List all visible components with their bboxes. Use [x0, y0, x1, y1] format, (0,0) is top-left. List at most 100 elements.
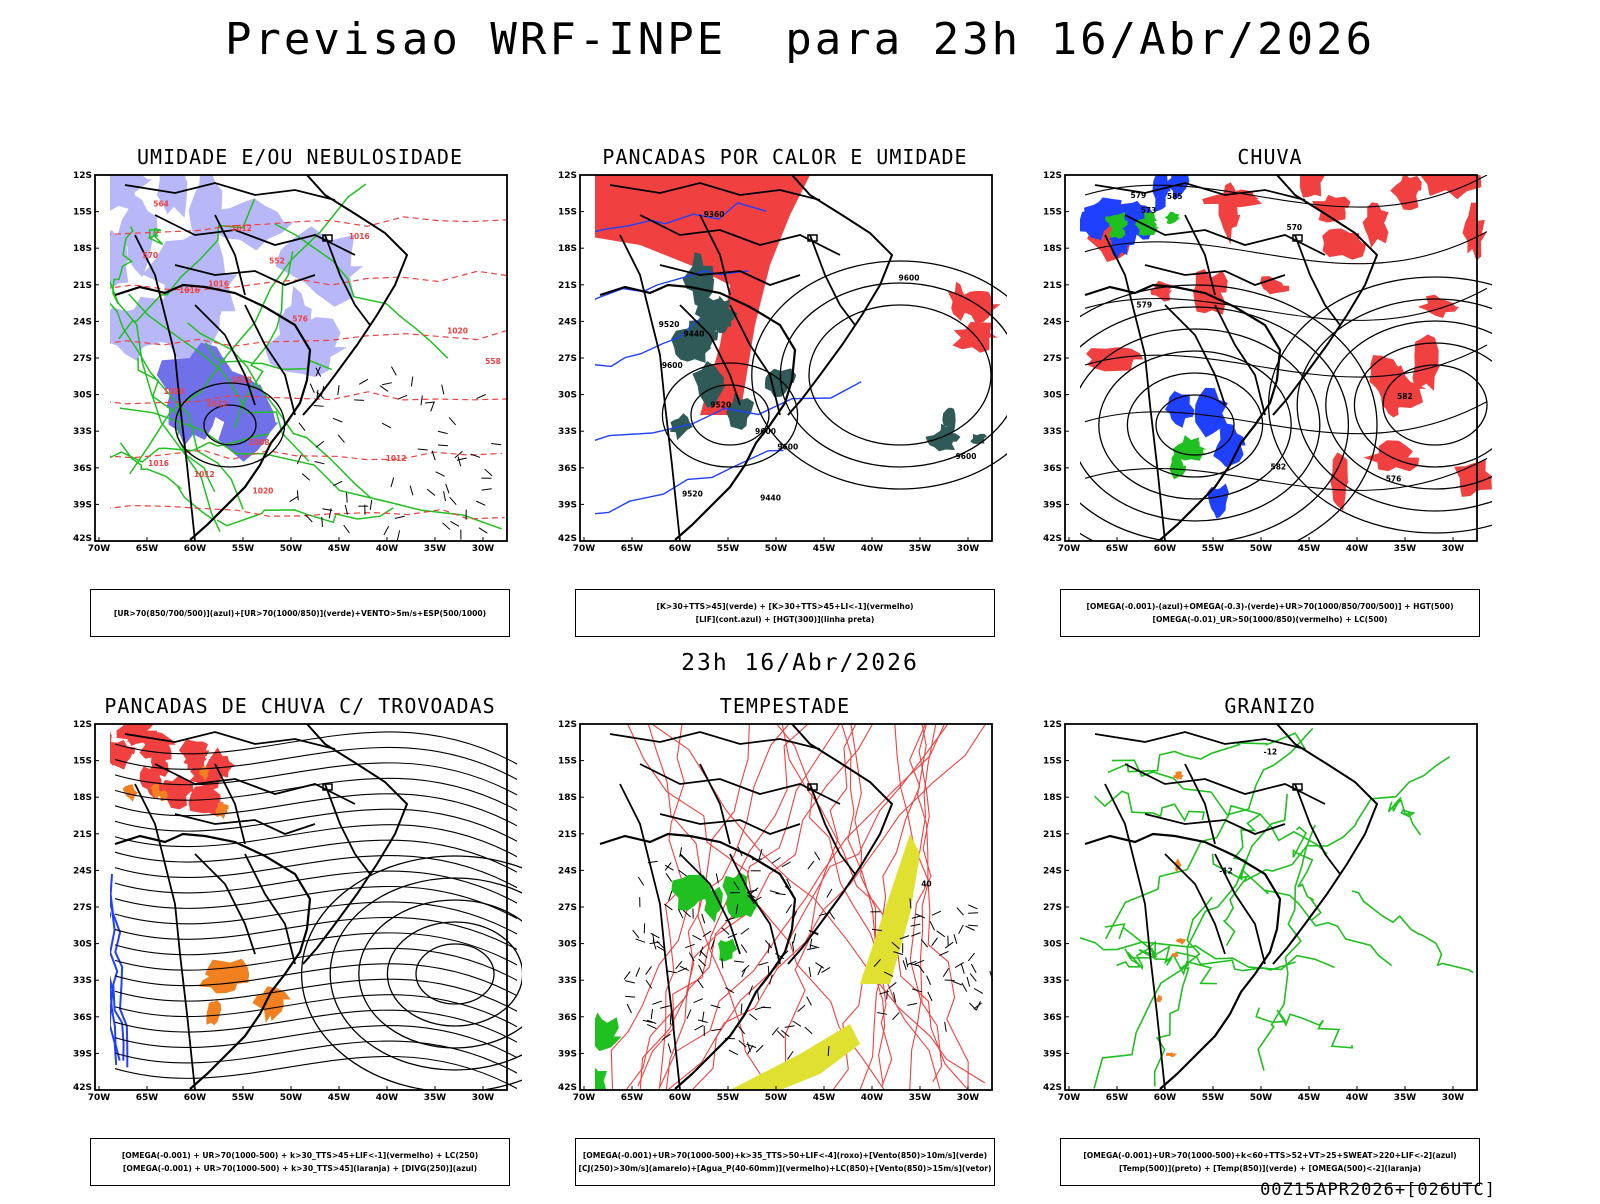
lon-tick-label: 60W: [669, 1093, 692, 1103]
lon-tick-label: 55W: [717, 544, 740, 554]
contour-label: 1012: [231, 224, 252, 233]
lat-tick-label: 36S: [558, 1013, 577, 1023]
lat-tick-label: 30S: [73, 391, 92, 401]
panel-title: PANCADAS POR CALOR E UMIDADE: [565, 145, 1005, 169]
lon-tick-label: 50W: [280, 1093, 303, 1103]
lat-tick-label: 24S: [1043, 317, 1062, 327]
lat-tick-label: 39S: [73, 500, 92, 510]
lat-tick-label: 33S: [558, 976, 577, 986]
contour-label: 579: [1131, 191, 1147, 200]
panel-legend: [UR>70(850/700/500)](azul)+[UR>70(1000/8…: [90, 589, 510, 637]
lat-tick-label: 27S: [558, 354, 577, 364]
lon-tick-label: 35W: [1394, 544, 1417, 554]
panel-legend: [OMEGA(-0.001)+UR>70(1000-500)+k<60+TTS>…: [1060, 1138, 1480, 1186]
legend-line: [LIF](cont.azul) + [HGT(300)](linha pret…: [696, 613, 875, 626]
wind-vector: [347, 493, 348, 503]
contour-label: 9600: [956, 452, 977, 461]
wind-vector: [670, 1015, 671, 1025]
contour-label: 1016: [208, 279, 229, 288]
lat-tick-label: 30S: [1043, 391, 1062, 401]
contour-label: 40: [921, 879, 931, 888]
lat-tick-label: 36S: [73, 1013, 92, 1023]
lat-tick-label: 24S: [1043, 866, 1062, 876]
field-shade: [89, 742, 110, 779]
lat-tick-label: 18S: [73, 244, 92, 254]
panel-title: GRANIZO: [1050, 694, 1490, 718]
wind-vector: [761, 1007, 771, 1008]
lon-tick-label: 70W: [1058, 544, 1081, 554]
lat-tick-label: 30S: [73, 940, 92, 950]
lat-tick-label: 24S: [558, 866, 577, 876]
panel-legend: [K>30+TTS>45](verde) + [K>30+TTS>45+LI<-…: [575, 589, 995, 637]
main-title: Previsao WRF-INPE para 23h 16/Abr/2026: [0, 14, 1600, 65]
lat-tick-label: 39S: [558, 1049, 577, 1059]
lon-tick-label: 70W: [573, 1093, 596, 1103]
contour-label: 564: [153, 200, 169, 209]
contour-label: 9440: [760, 494, 781, 503]
lat-tick-label: 36S: [1043, 464, 1062, 474]
legend-line: [CJ(250)>30m/s](amarelo)+[Agua_P(40-60mm…: [578, 1162, 991, 1175]
lat-tick-label: 42S: [1043, 534, 1062, 544]
panel-title: CHUVA: [1050, 145, 1490, 169]
contour-label: 9520: [682, 490, 703, 499]
lon-tick-label: 40W: [861, 1093, 884, 1103]
lon-tick-label: 55W: [1202, 544, 1225, 554]
panel-legend: [OMEGA(-0.001) + UR>70(1000-500) + k>30_…: [90, 1138, 510, 1186]
lat-tick-label: 12S: [558, 171, 577, 181]
lat-tick-label: 15S: [558, 757, 577, 767]
contour-label: 582: [1397, 392, 1413, 401]
lon-tick-label: 60W: [1154, 1093, 1177, 1103]
lat-tick-label: 12S: [1043, 171, 1062, 181]
lat-tick-label: 15S: [73, 757, 92, 767]
lon-tick-label: 70W: [88, 544, 111, 554]
lat-tick-label: 18S: [73, 793, 92, 803]
map-layer: 40: [580, 724, 993, 1103]
map-chuva: 58558258257957657357057912S15S18S21S24S2…: [1050, 175, 1490, 575]
panel-legend: [OMEGA(-0.001)-(azul)+OMEGA(-0.3)-(verde…: [1060, 589, 1480, 637]
contour-label: 9600: [777, 442, 798, 451]
lat-tick-label: 42S: [1043, 1083, 1062, 1093]
lon-tick-label: 30W: [1442, 1093, 1465, 1103]
lon-tick-label: 65W: [621, 1093, 644, 1103]
lat-tick-label: 21S: [73, 281, 92, 291]
field-shade: [97, 716, 112, 753]
contour-label: 9440: [683, 329, 704, 338]
lat-tick-label: 36S: [73, 464, 92, 474]
lon-tick-label: 30W: [1442, 544, 1465, 554]
contour-label: -12: [1264, 748, 1278, 757]
contour-label: 9360: [704, 210, 725, 219]
lat-tick-label: 42S: [558, 534, 577, 544]
lat-tick-label: 33S: [1043, 976, 1062, 986]
map-layer: 9600960095209600960095209440936095209440…: [580, 175, 1048, 541]
lon-tick-label: 35W: [909, 544, 932, 554]
lon-tick-label: 35W: [1394, 1093, 1417, 1103]
lon-tick-label: 60W: [184, 1093, 207, 1103]
lat-tick-label: 39S: [558, 500, 577, 510]
legend-line: [OMEGA(-0.01)_UR>50(1000/850)(vermelho) …: [1153, 613, 1388, 626]
lon-tick-label: 55W: [232, 544, 255, 554]
contour-label: 576: [292, 315, 308, 324]
lat-tick-label: 18S: [558, 244, 577, 254]
lat-tick-label: 12S: [73, 720, 92, 730]
lat-tick-label: 33S: [1043, 427, 1062, 437]
panel-title: TEMPESTADE: [565, 694, 1005, 718]
map-layer: 1012101210121016102010201016100810161012…: [86, 132, 511, 541]
lon-tick-label: 45W: [813, 1093, 836, 1103]
lon-tick-label: 40W: [861, 544, 884, 554]
lat-tick-label: 12S: [558, 720, 577, 730]
legend-line: [OMEGA(-0.001)+UR>70(1000-500)+k<60+TTS>…: [1083, 1149, 1456, 1162]
lat-tick-label: 36S: [1043, 1013, 1062, 1023]
contour-label: 1016: [179, 286, 200, 295]
legend-line: [OMEGA(-0.001)+UR>70(1000-500)+k>35_TTS>…: [583, 1149, 987, 1162]
lon-tick-label: 70W: [573, 544, 596, 554]
contour-label: 9600: [755, 427, 776, 436]
lat-tick-label: 30S: [1043, 940, 1062, 950]
lon-tick-label: 60W: [669, 544, 692, 554]
lon-tick-label: 65W: [1106, 544, 1129, 554]
contour-label: 570: [143, 251, 159, 260]
legend-line: [K>30+TTS>45](verde) + [K>30+TTS>45+LI<-…: [656, 600, 913, 613]
lat-tick-label: 27S: [1043, 903, 1062, 913]
lon-tick-label: 45W: [1298, 544, 1321, 554]
